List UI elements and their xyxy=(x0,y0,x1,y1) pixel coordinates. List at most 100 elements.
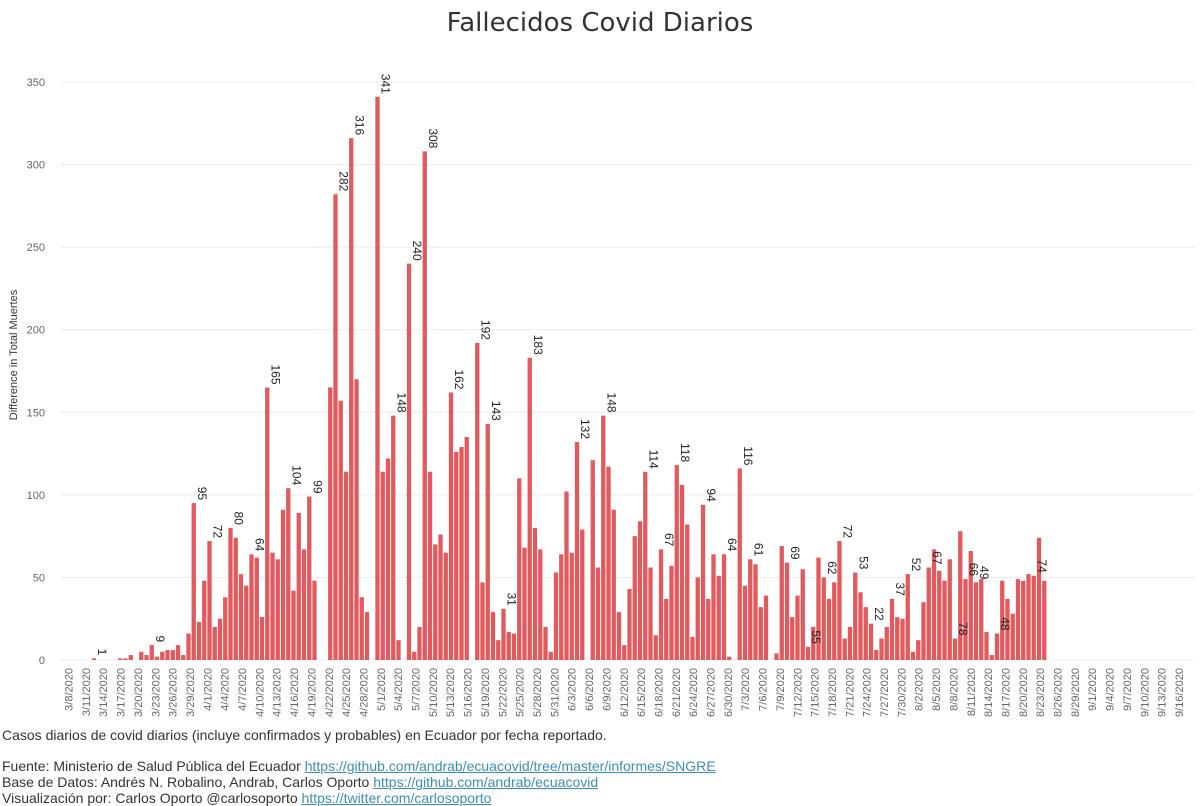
x-tick-label: 8/17/2020 xyxy=(1000,668,1012,717)
data-label: 148 xyxy=(604,393,618,413)
bar xyxy=(343,471,349,660)
data-label: 104 xyxy=(289,465,303,485)
bar xyxy=(889,598,895,660)
data-label: 316 xyxy=(352,115,366,135)
source-link[interactable]: https://github.com/andrab/ecuacovid/tree… xyxy=(304,758,716,774)
database-link[interactable]: https://github.com/andrab/ecuacovid xyxy=(373,774,599,790)
viz-link[interactable]: https://twitter.com/carlosoporto xyxy=(301,790,492,806)
data-label: 9 xyxy=(153,635,167,642)
bar xyxy=(160,651,165,660)
bar xyxy=(1000,580,1005,660)
data-label: 67 xyxy=(930,551,944,565)
data-label: 148 xyxy=(394,393,408,413)
bar xyxy=(569,552,574,660)
bar xyxy=(165,650,170,660)
bar xyxy=(259,617,265,660)
bar xyxy=(354,379,359,660)
bar xyxy=(511,633,517,660)
data-label: 37 xyxy=(893,583,907,597)
x-tick-label: 7/3/2020 xyxy=(740,668,752,711)
x-tick-label: 4/19/2020 xyxy=(306,668,318,717)
data-label: 95 xyxy=(195,487,209,501)
x-tick-label: 5/25/2020 xyxy=(515,668,527,717)
bar xyxy=(506,631,511,660)
bar xyxy=(559,554,564,660)
bar xyxy=(186,633,191,660)
x-tick-label: 7/12/2020 xyxy=(792,668,804,717)
bar xyxy=(984,631,989,660)
bar xyxy=(128,655,133,660)
data-label: 48 xyxy=(998,617,1012,631)
y-tick-label: 150 xyxy=(27,407,45,419)
x-tick-label: 7/30/2020 xyxy=(896,668,908,717)
bar xyxy=(952,638,958,660)
bar xyxy=(963,579,968,660)
bar xyxy=(212,626,217,660)
x-tick-label: 7/21/2020 xyxy=(844,668,856,717)
data-label: 99 xyxy=(310,480,324,494)
bar xyxy=(249,554,254,660)
bar xyxy=(753,564,758,660)
bar xyxy=(427,471,433,660)
bar xyxy=(228,527,233,660)
data-label: 143 xyxy=(489,401,503,421)
data-label: 94 xyxy=(704,488,718,502)
data-label: 62 xyxy=(825,561,839,575)
bar xyxy=(270,552,275,660)
bar xyxy=(280,509,286,660)
bar xyxy=(863,607,868,660)
data-labels: 1 9 95 72 80 64 165 104 99 282 316 341 148 240 308 162 1… xyxy=(95,74,1049,656)
x-tick-label: 8/23/2020 xyxy=(1035,668,1047,717)
bar xyxy=(433,544,438,660)
bar xyxy=(590,460,595,660)
data-label: 308 xyxy=(426,128,440,148)
bar xyxy=(784,562,790,660)
bar xyxy=(496,640,501,660)
bar xyxy=(958,531,963,660)
x-tick-label: 8/11/2020 xyxy=(966,668,978,716)
bar xyxy=(727,656,732,660)
bar xyxy=(937,570,942,660)
x-tick-label: 8/29/2020 xyxy=(1070,668,1082,717)
bar xyxy=(154,656,160,660)
bar xyxy=(170,650,175,660)
data-label: 114 xyxy=(646,450,660,469)
bar xyxy=(627,588,632,660)
y-tick-label: 50 xyxy=(33,572,45,584)
bar xyxy=(296,513,301,660)
x-tick-label: 5/10/2020 xyxy=(428,668,440,717)
bar xyxy=(175,645,181,660)
x-tick-label: 4/4/2020 xyxy=(220,668,232,711)
bar xyxy=(916,640,921,660)
gridlines xyxy=(60,81,1195,661)
x-tick-label: 9/1/2020 xyxy=(1087,668,1099,711)
x-tick-label: 3/8/2020 xyxy=(64,668,76,711)
database-line: Base de Datos: Andrés N. Robalino, Andra… xyxy=(2,774,598,790)
bar xyxy=(312,580,317,660)
data-label: 72 xyxy=(841,525,855,539)
bar xyxy=(616,612,622,660)
x-tick-label: 5/16/2020 xyxy=(463,668,475,717)
bar xyxy=(994,633,1000,660)
bar xyxy=(475,342,480,660)
bar xyxy=(611,509,616,660)
data-label: 116 xyxy=(741,446,755,465)
data-label: 132 xyxy=(578,419,592,439)
x-tick-label: 8/14/2020 xyxy=(983,668,995,717)
x-tick-label: 5/19/2020 xyxy=(480,668,492,717)
bar xyxy=(816,557,821,660)
x-tick-label: 4/13/2020 xyxy=(272,668,284,717)
data-label: 80 xyxy=(232,512,246,526)
bar xyxy=(396,640,401,660)
x-tick-label: 6/30/2020 xyxy=(723,668,735,717)
bar xyxy=(895,617,900,660)
bar xyxy=(217,618,223,660)
bar xyxy=(837,541,842,660)
x-tick-label: 6/24/2020 xyxy=(688,668,700,717)
bar xyxy=(412,651,417,660)
bar xyxy=(522,547,527,660)
bar xyxy=(874,650,879,660)
x-tick-label: 6/9/2020 xyxy=(601,668,613,711)
bar xyxy=(139,651,144,660)
x-tick-label: 4/16/2020 xyxy=(289,668,301,717)
